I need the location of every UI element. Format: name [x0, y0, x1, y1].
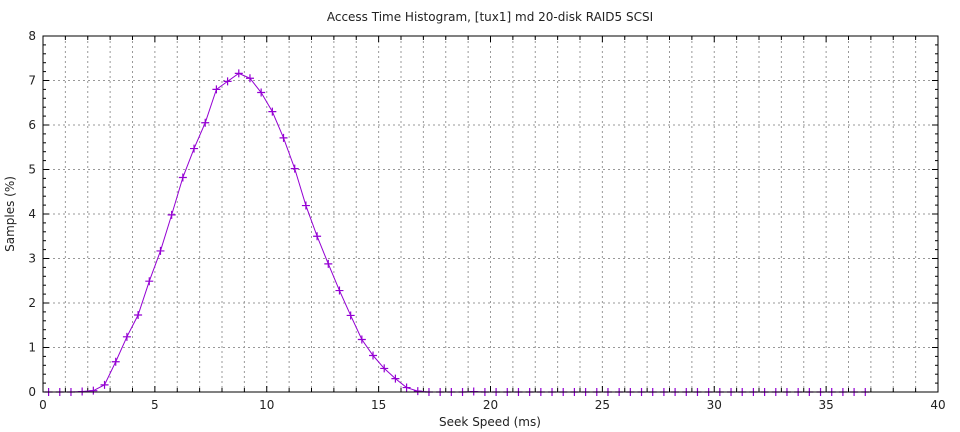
data-point	[100, 380, 109, 389]
data-point	[201, 118, 210, 127]
data-point	[313, 232, 322, 241]
x-tick-label: 40	[930, 398, 945, 412]
y-tick-label: 4	[28, 207, 36, 221]
data-point	[391, 374, 400, 383]
data-point	[134, 311, 143, 320]
data-point	[335, 286, 344, 295]
data-point	[324, 259, 333, 268]
data-point	[380, 364, 389, 373]
x-axis-title: Seek Speed (ms)	[439, 415, 541, 429]
chart-title: Access Time Histogram, [tux1] md 20-disk…	[327, 10, 653, 24]
data-point	[402, 383, 411, 392]
x-tick-label: 25	[595, 398, 610, 412]
data-point	[268, 107, 277, 116]
data-point	[290, 164, 299, 173]
data-point	[357, 335, 366, 344]
data-point	[156, 246, 165, 255]
data-point	[346, 311, 355, 320]
y-tick-label: 3	[28, 252, 36, 266]
y-tick-label: 5	[28, 163, 36, 177]
y-tick-label: 2	[28, 296, 36, 310]
x-tick-labels: 0 5 10 15 20 25 30 35 40	[39, 398, 945, 412]
x-tick-label: 0	[39, 398, 47, 412]
plot-frame	[42, 35, 939, 393]
data-point	[190, 144, 199, 153]
y-tick-label: 0	[28, 385, 36, 399]
y-tick-label: 1	[28, 341, 36, 355]
data-point	[413, 387, 422, 396]
y-tick-label: 7	[28, 74, 36, 88]
series-line	[48, 72, 866, 393]
data-point	[122, 332, 131, 341]
data-point	[279, 133, 288, 142]
data-point	[234, 69, 243, 78]
y-tick-label: 6	[28, 118, 36, 132]
data-point	[178, 173, 187, 182]
grid	[43, 36, 938, 392]
x-tick-label: 10	[259, 398, 274, 412]
data-point	[89, 386, 98, 395]
data-point	[223, 77, 232, 86]
y-axis-title: Samples (%)	[3, 176, 17, 252]
data-point	[212, 85, 221, 94]
x-tick-label: 5	[151, 398, 159, 412]
data-point	[301, 201, 310, 210]
data-point	[369, 351, 378, 360]
data-point	[111, 357, 120, 366]
data-point	[257, 88, 266, 97]
x-tick-label: 30	[707, 398, 722, 412]
y-tick-label: 8	[28, 29, 36, 43]
data-point	[245, 74, 254, 83]
data-point	[167, 210, 176, 219]
x-tick-label: 35	[818, 398, 833, 412]
x-tick-label: 15	[371, 398, 386, 412]
data-point	[145, 277, 154, 286]
x-tick-label: 20	[483, 398, 498, 412]
y-tick-labels: 0 1 2 3 4 5 6 7 8	[28, 29, 36, 399]
